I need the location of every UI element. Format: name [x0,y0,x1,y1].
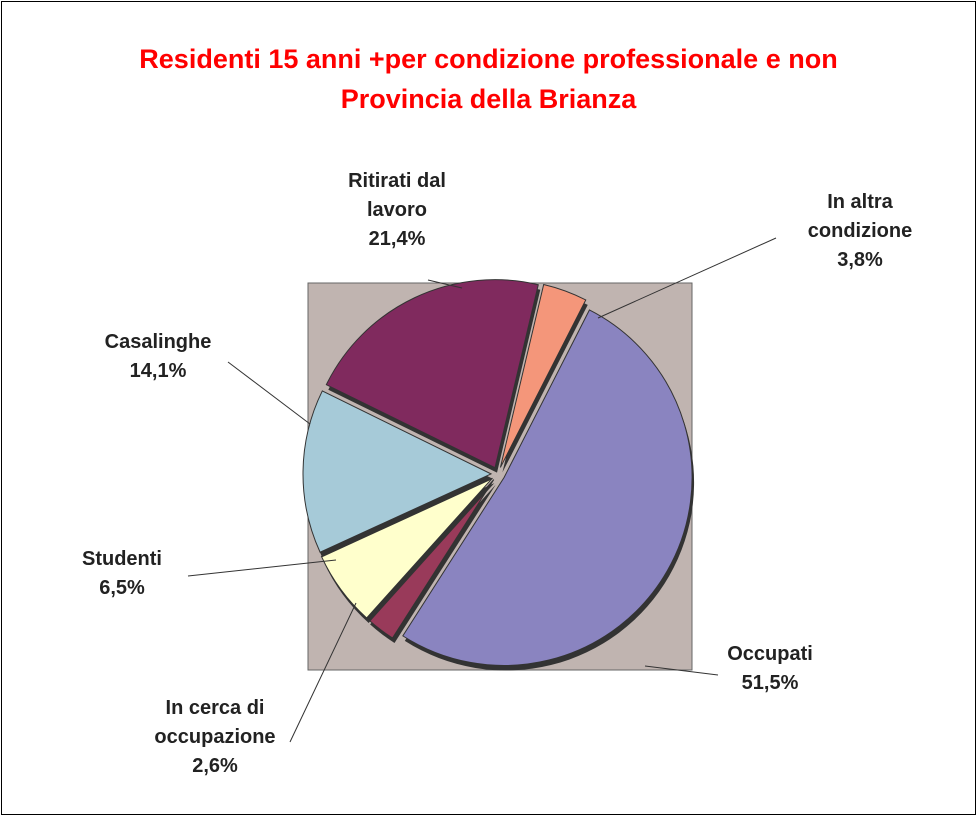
data-label: Ritirati dal lavoro 21,4% [322,167,472,254]
category-label: Ritirati dal lavoro [348,170,446,221]
data-label: In altra condizione 3,8% [780,188,940,275]
pie-slice [302,390,493,553]
leader-line [187,559,337,577]
leader-line [227,361,311,425]
pie-slice [499,283,587,468]
leader-line [289,602,357,743]
leader-line [597,237,777,319]
category-label: In altra condizione [807,191,913,242]
chart-title: Residenti 15 anni +per condizione profes… [139,44,838,74]
value-label: 6,5% [99,577,145,599]
value-label: 3,8% [837,249,883,271]
pie-slice [325,279,539,469]
value-label: 51,5% [741,672,799,694]
value-label: 21,4% [368,228,426,250]
value-label: 2,6% [192,755,238,777]
leader-line [427,279,463,289]
category-label: Casalinghe [104,331,212,353]
category-label: In cerca di occupazione [154,697,276,748]
chart-subtitle: Provincia della Brianza [340,84,637,114]
leader-line [644,665,719,676]
pie-slice [402,309,693,666]
data-label: Casalinghe 14,1% [78,328,238,386]
data-label: Studenti 6,5% [52,545,192,603]
data-label: Occupati 51,5% [710,640,830,698]
pie-slice [320,477,493,619]
category-label: Occupati [727,643,813,665]
data-label: In cerca di occupazione 2,6% [130,694,300,781]
category-label: Studenti [82,548,162,570]
value-label: 14,1% [129,360,187,382]
